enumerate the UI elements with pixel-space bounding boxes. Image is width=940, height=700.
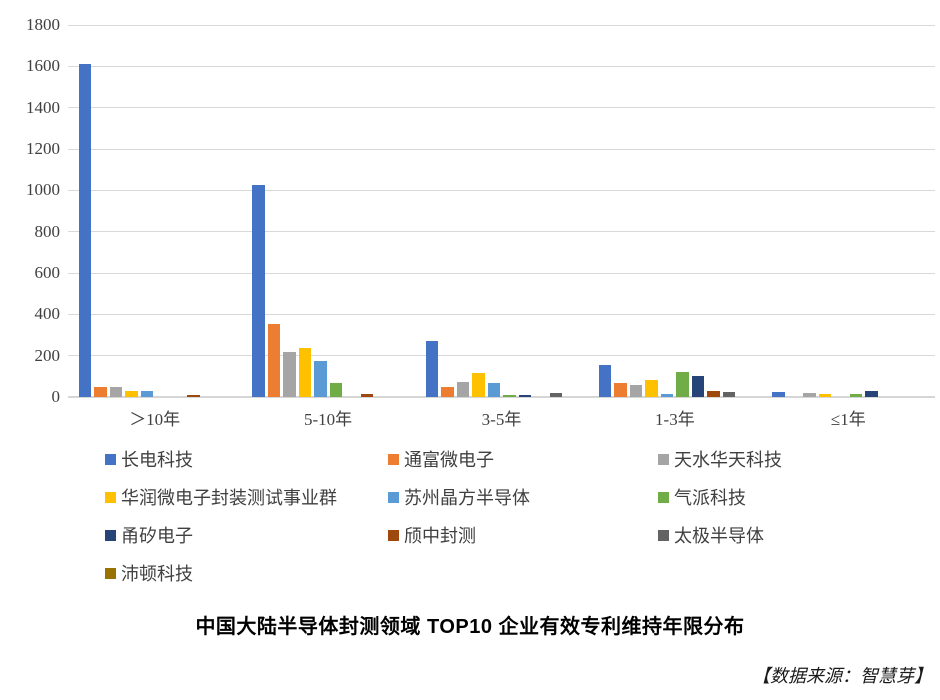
- legend-swatch-icon: [658, 529, 669, 541]
- bar-series4-cat1: [314, 360, 327, 397]
- bar-series6-cat4: [865, 390, 878, 397]
- gridline: [68, 231, 935, 233]
- gridline: [68, 355, 935, 357]
- bar-series8-cat3: [722, 391, 736, 397]
- y-tick-label: 1800: [26, 15, 60, 34]
- gridline: [68, 107, 935, 109]
- legend-swatch-icon: [658, 453, 669, 465]
- bar-series0-cat3: [598, 364, 612, 397]
- x-tick-label: ＞10年: [129, 410, 181, 429]
- y-tick-label: 600: [34, 263, 61, 282]
- x-tick-label: ≤1年: [830, 410, 866, 429]
- gridline: [68, 65, 935, 67]
- bar-series1-cat1: [267, 323, 281, 397]
- y-tick-label: 0: [51, 387, 61, 406]
- y-axis: 0 200 400 600 800 1000 1200 1400 1600 1800: [0, 16, 61, 406]
- legend-item-series8: 太极半导体: [658, 522, 935, 548]
- bar-series1-cat3: [614, 382, 627, 397]
- legend-item-series0: 长电科技: [105, 446, 388, 472]
- plot-area: [68, 24, 935, 398]
- legend-swatch-icon: [658, 491, 669, 503]
- bar-series5-cat2: [503, 394, 516, 397]
- x-axis: ＞10年 5-10年 3-5年 1-3年 ≤1年: [68, 405, 935, 429]
- bar-series3-cat1: [298, 348, 312, 397]
- bar-series1-cat0: [94, 386, 107, 397]
- bar-series7-cat1: [360, 393, 374, 397]
- bar-series6-cat2: [518, 394, 531, 397]
- legend: 长电科技 通富微电子 天水华天科技华润微电子封装测试事业群 苏州晶方半导体 气派科技甬矽…: [105, 440, 935, 592]
- y-tick-label: 1200: [26, 139, 60, 158]
- x-axis-line: [68, 396, 935, 398]
- bar-series2-cat1: [283, 351, 296, 397]
- legend-label: 甬矽电子: [121, 526, 193, 546]
- legend-label: 通富微电子: [404, 450, 494, 470]
- y-tick-label: 400: [34, 304, 61, 324]
- bar-series4-cat2: [487, 382, 500, 397]
- bar-series7-cat0: [187, 394, 200, 397]
- gridline: [68, 148, 935, 150]
- x-tick-label: 3-5年: [481, 410, 522, 429]
- legend-label: 颀中封测: [404, 526, 476, 546]
- legend-label: 华润微电子封装测试事业群: [121, 488, 337, 508]
- y-tick-label: 1400: [26, 97, 60, 117]
- legend-item-series6: 甬矽电子: [105, 522, 388, 548]
- y-tick-label: 1600: [26, 56, 60, 76]
- legend-swatch-icon: [105, 453, 116, 465]
- legend-swatch-icon: [105, 491, 116, 503]
- x-tick-label: 1-3年: [655, 410, 695, 429]
- bar-series4-cat0: [140, 390, 154, 397]
- legend-swatch-icon: [105, 567, 116, 579]
- bar-series3-cat4: [818, 393, 832, 397]
- bar-series6-cat3: [691, 376, 705, 397]
- legend-label: 太极半导体: [674, 526, 764, 546]
- legend-swatch-icon: [388, 491, 399, 503]
- y-tick-label: 200: [34, 345, 61, 365]
- bar-series7-cat3: [707, 390, 720, 397]
- bar-series2-cat4: [803, 392, 816, 397]
- x-tick-label: 5-10年: [304, 410, 353, 429]
- bar-series5-cat3: [676, 372, 689, 397]
- bar-series2-cat0: [109, 386, 123, 397]
- gridline: [68, 313, 935, 315]
- gridline: [68, 189, 935, 191]
- bar-series8-cat2: [549, 392, 562, 397]
- bar-series0-cat1: [252, 185, 265, 397]
- bar-series0-cat2: [425, 341, 438, 397]
- chart-title: 中国大陆半导体封测领域 TOP10 企业有效专利维持年限分布: [195, 616, 745, 638]
- bar-series2-cat2: [456, 381, 469, 397]
- legend-swatch-icon: [388, 529, 399, 541]
- bar-series4-cat3: [660, 393, 674, 397]
- legend-item-series5: 气派科技: [658, 484, 935, 510]
- bar-series3-cat0: [125, 390, 138, 397]
- legend-item-series7: 颀中封测: [388, 522, 658, 548]
- gridline: [68, 272, 935, 274]
- y-tick-label: 1000: [26, 180, 60, 200]
- bar-series5-cat1: [329, 382, 343, 397]
- legend-item-series1: 通富微电子: [388, 446, 658, 472]
- bar-series0-cat0: [78, 64, 92, 397]
- legend-item-series2: 天水华天科技: [658, 446, 935, 472]
- bar-series2-cat3: [629, 384, 643, 397]
- data-source-note: 【数据来源：智慧芽】: [752, 666, 932, 686]
- legend-label: 长电科技: [121, 450, 193, 470]
- y-tick-label: 800: [34, 221, 61, 241]
- legend-label: 天水华天科技: [674, 450, 782, 470]
- legend-swatch-icon: [388, 453, 399, 465]
- bar-series3-cat2: [472, 373, 485, 397]
- bar-series0-cat4: [772, 391, 785, 397]
- bar-series5-cat4: [849, 393, 863, 397]
- bar-series1-cat2: [441, 386, 454, 397]
- gridline: [68, 24, 935, 26]
- legend-item-series4: 苏州晶方半导体: [388, 484, 658, 510]
- legend-label: 气派科技: [674, 488, 746, 508]
- legend-item-series3: 华润微电子封装测试事业群: [105, 484, 388, 510]
- legend-swatch-icon: [105, 529, 116, 541]
- bar-series3-cat3: [645, 380, 658, 397]
- legend-label: 苏州晶方半导体: [404, 488, 530, 508]
- legend-item-series9: 沛顿科技: [105, 560, 388, 586]
- legend-label: 沛顿科技: [121, 564, 193, 584]
